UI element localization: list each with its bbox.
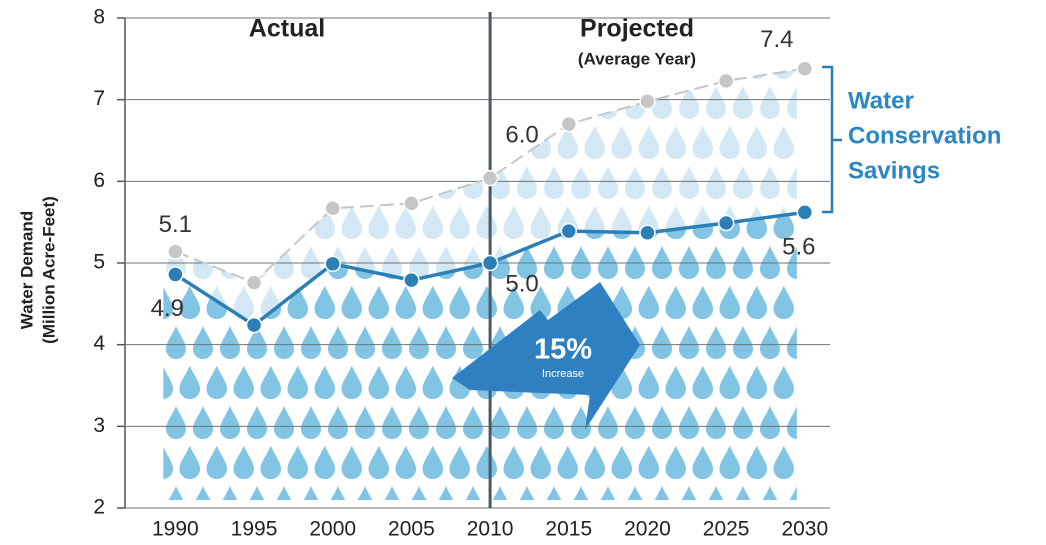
value-label: 6.0 <box>505 121 538 148</box>
point <box>639 93 656 110</box>
savings-line: Savings <box>848 157 940 184</box>
y-tick-label: 4 <box>93 332 105 355</box>
point <box>560 222 578 240</box>
y-axis-title: Water Demand (Million Acre-Feet) <box>17 196 58 344</box>
savings-line: Conservation <box>848 122 1001 149</box>
increase-label: Increase <box>542 368 584 380</box>
increase-arrow: 15% Increase <box>452 282 640 430</box>
point <box>403 195 420 212</box>
arrow-shape <box>452 282 640 430</box>
x-tick-label: 2010 <box>467 518 514 541</box>
x-tick-label: 2020 <box>624 518 671 541</box>
point <box>167 266 184 283</box>
point <box>796 204 814 221</box>
savings-bracket <box>822 65 842 214</box>
value-label: 5.1 <box>159 211 192 238</box>
x-tick-label: 1995 <box>231 518 278 541</box>
point <box>167 243 184 260</box>
y-tick-label: 8 <box>93 6 105 29</box>
y-tick-label: 5 <box>93 251 105 274</box>
y-tick-label: 6 <box>93 169 105 192</box>
value-label: 7.4 <box>760 26 793 53</box>
y-label-line: Water Demand <box>17 211 36 329</box>
x-tick-label: 1990 <box>152 518 199 541</box>
value-label: 5.6 <box>782 234 815 261</box>
point <box>481 254 499 272</box>
savings-text: Water Conservation Savings <box>848 87 1001 184</box>
increase-value: 15% <box>534 334 592 366</box>
point <box>245 274 263 291</box>
value-label: 4.9 <box>151 295 184 322</box>
y-label-line: (Million Acre-Feet) <box>39 196 58 344</box>
point <box>717 214 735 232</box>
projected-label: Projected <box>580 15 694 43</box>
point <box>639 224 656 242</box>
x-tick-label: 2025 <box>703 518 750 541</box>
projected-note: (Average Year) <box>578 49 696 68</box>
point <box>481 169 499 187</box>
actual-label: Actual <box>249 15 325 43</box>
y-tick-label: 2 <box>93 496 105 519</box>
point <box>324 255 341 273</box>
point <box>245 316 263 334</box>
value-label: 5.0 <box>505 270 538 297</box>
x-tick-label: 2015 <box>545 518 592 541</box>
point <box>796 60 814 77</box>
point <box>560 115 578 133</box>
y-tick-label: 7 <box>93 87 105 110</box>
savings-line: Water <box>848 87 914 114</box>
point <box>403 271 420 289</box>
x-tick-label: 2030 <box>781 518 828 541</box>
series-line <box>174 67 805 284</box>
point <box>324 200 341 217</box>
x-tick-label: 2000 <box>309 518 356 541</box>
point <box>717 72 735 90</box>
x-tick-label: 2005 <box>388 518 435 541</box>
y-tick-label: 3 <box>93 414 105 437</box>
